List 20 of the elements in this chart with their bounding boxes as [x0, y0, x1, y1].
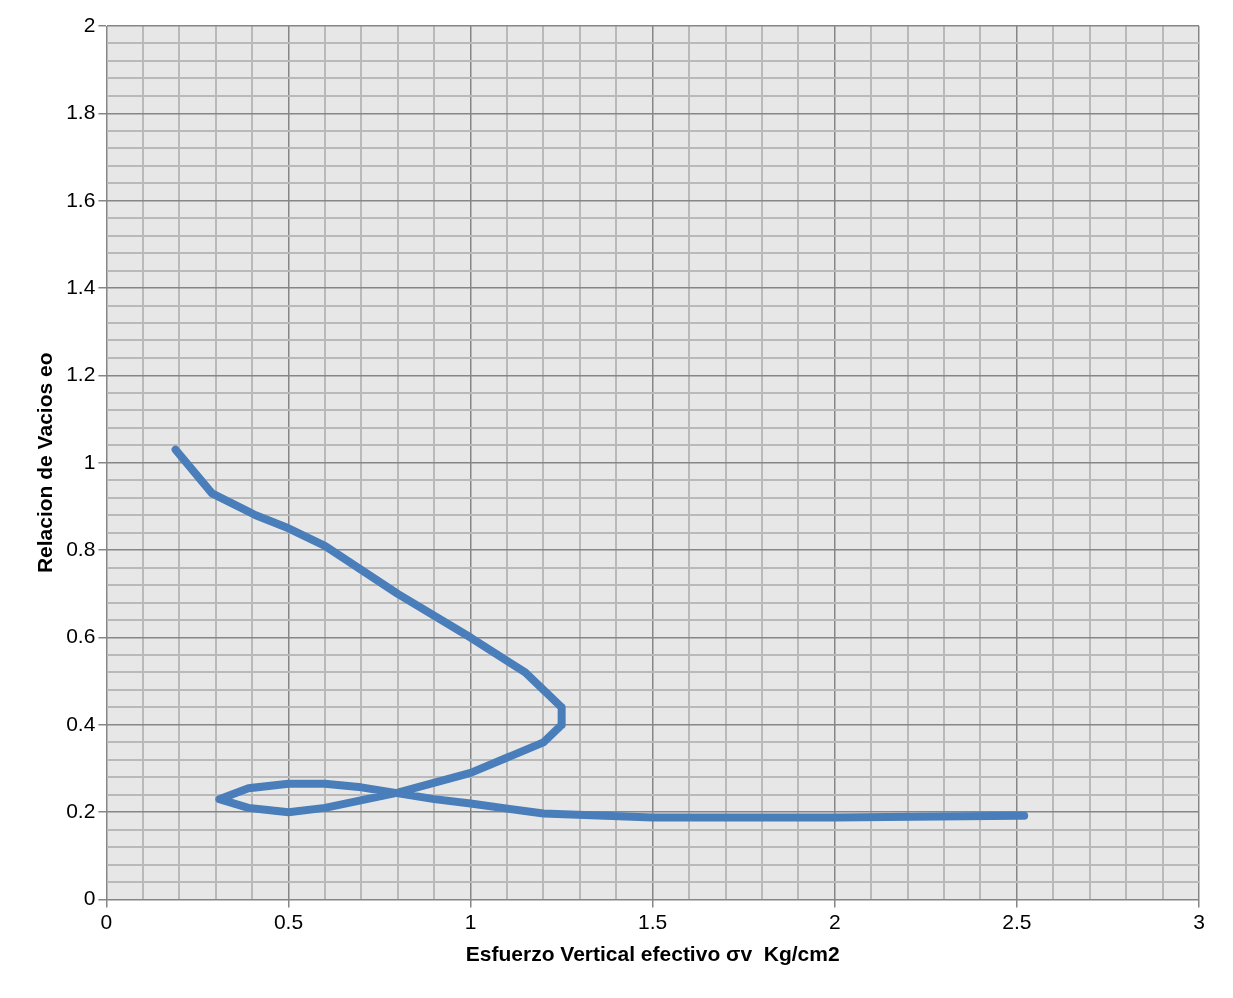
x-tick-label: 0.5: [273, 910, 304, 933]
y-tick-label: 0.4: [66, 711, 96, 735]
y-tick-label: 0.6: [66, 624, 96, 648]
y-tick-label: 2: [83, 12, 96, 36]
x-tick-label: 3: [1193, 910, 1205, 933]
y-tick-label: 1.2: [66, 362, 96, 386]
y-tick-label: 0.2: [66, 799, 96, 823]
y-tick-label: 1.6: [66, 187, 96, 211]
x-tick-label: 1: [464, 910, 477, 933]
y-tick-label: 0.8: [66, 536, 96, 560]
y-tick-label: 1: [83, 449, 96, 473]
x-axis-title: Esfuerzo Vertical efectivo σv Kg/cm2: [465, 942, 840, 966]
y-tick-label: 1.8: [66, 100, 96, 124]
x-tick-label: 1.5: [638, 910, 668, 933]
y-tick-label: 0: [83, 886, 96, 910]
x-tick-label: 0: [100, 910, 113, 933]
x-tick-label: 2.5: [1002, 910, 1032, 933]
y-tick-label: 1.4: [66, 274, 96, 298]
y-axis-title: Relacion de Vacios eo: [33, 352, 57, 574]
x-tick-label: 2: [828, 910, 841, 933]
